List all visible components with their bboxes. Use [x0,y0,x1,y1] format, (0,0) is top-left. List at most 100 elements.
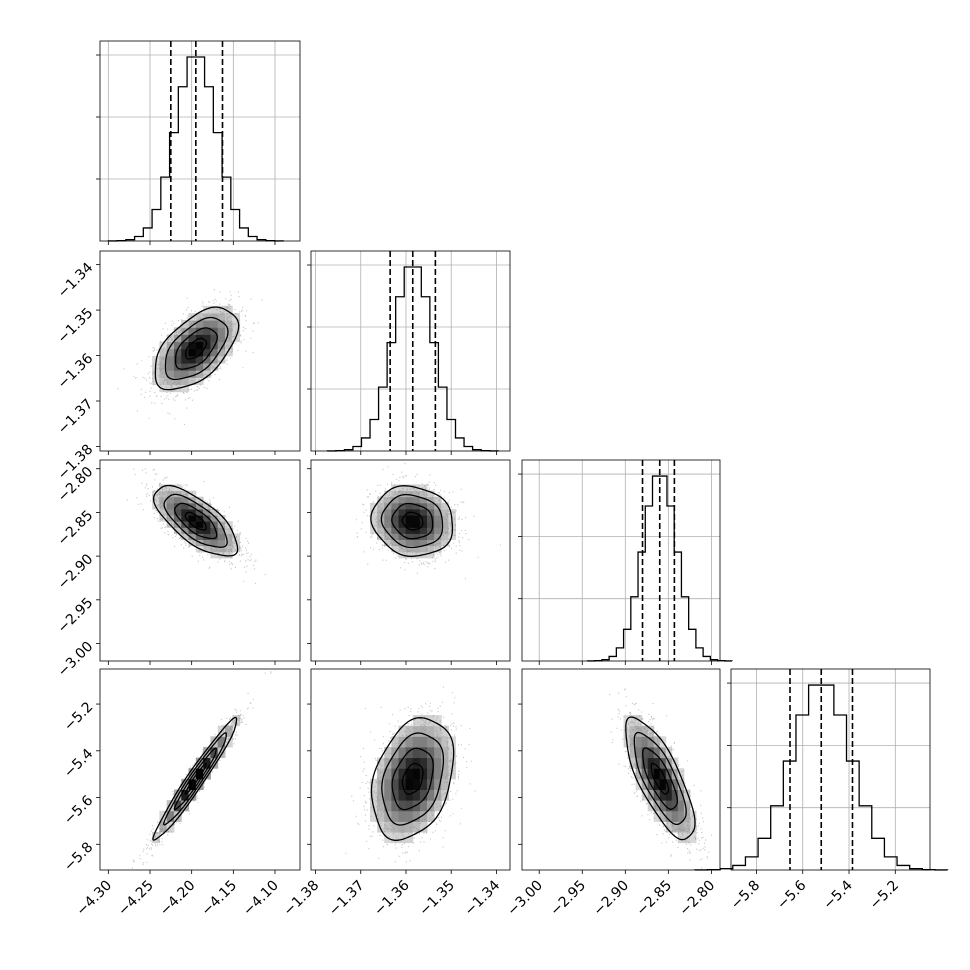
contour-line [650,762,670,795]
density-cell [629,725,637,737]
density-cell [225,320,233,328]
density-cell [405,496,414,504]
density-cell [377,810,385,822]
density-cell [203,348,211,357]
density-cell [159,484,168,492]
density-cell [434,725,442,737]
density-cell [398,539,407,547]
density-cell [159,363,168,371]
density-cell [671,800,679,812]
density-cell [217,305,226,314]
contour-line [184,762,207,795]
density-cell [370,515,378,522]
density-cell [441,502,449,510]
density-cell [419,515,428,522]
density-cell [159,348,168,357]
density-cell [384,508,392,516]
density-cell [195,768,204,780]
density-cell [210,539,219,547]
density-cell [405,725,414,737]
density-cell [441,521,449,528]
density-cell [419,715,428,727]
density-cell [210,305,219,314]
density-cell [441,533,449,541]
y-tick-label: −1.34 [55,260,97,302]
density-cell [166,348,175,357]
y-tick-label: −3.00 [55,639,97,681]
density-cell [641,725,649,737]
density-cell [405,757,414,769]
density-cell [659,810,667,822]
density-cell [203,515,211,522]
density-cell [173,515,182,522]
density-cell [427,810,435,822]
density-cell [166,370,175,378]
density-cell [653,746,661,759]
density-cell [377,502,385,510]
density-cell [419,725,428,737]
density-cell [159,370,168,378]
axes-frame [521,459,721,662]
density-cell [391,496,400,504]
density-cell [398,508,407,516]
density-cell [181,348,190,357]
density-cell [195,320,204,328]
density-cell [152,490,160,498]
density-cell [166,490,175,498]
density-cell [370,778,378,790]
density-cell [181,490,190,498]
density-cell [441,515,449,522]
density-cell [398,810,407,822]
density-cell [391,768,400,780]
axes-frame [521,668,721,871]
density-cell [647,736,655,748]
density-cell [210,757,219,769]
density-cell [225,725,233,737]
density-cell [370,527,378,534]
density-cell [391,810,400,822]
density-cell [181,496,190,504]
density-cell [159,496,168,504]
density-cell [210,348,219,357]
density-cell [419,746,428,759]
density-cell [412,810,421,822]
density-cell [217,341,226,350]
density-cell [225,341,233,350]
density-cell [412,496,421,504]
density-cell [441,527,449,534]
density-cell [195,348,204,357]
density-cell [434,502,442,510]
density-cell [166,384,175,393]
density-cell [188,490,197,498]
density-cell [152,832,160,844]
density-cell [188,334,197,343]
density-cell [405,502,414,510]
density-cell [434,527,442,534]
density-cell [391,789,400,801]
density-cell [384,539,392,547]
axes-frame [99,250,301,452]
density-cell [181,515,190,522]
density-cell [391,832,400,844]
density-cell [412,508,421,516]
density-cell [210,508,219,516]
density-cell [384,515,392,522]
density-cell [384,757,392,769]
density-cell [181,355,190,364]
density-cell [641,768,649,780]
density-cell [671,810,679,822]
density-cell [405,800,414,812]
density-cell [427,789,435,801]
density-cell [166,363,175,371]
density-cell [398,527,407,534]
axes-frame [310,250,511,452]
density-cell [441,508,449,516]
density-cell [689,821,697,833]
density-cell [188,502,197,510]
contour-line [152,484,239,557]
x-tick-label: −5.8 [728,878,763,913]
density-cell [641,757,649,769]
density-cell [181,508,190,516]
density-cell [210,363,219,371]
